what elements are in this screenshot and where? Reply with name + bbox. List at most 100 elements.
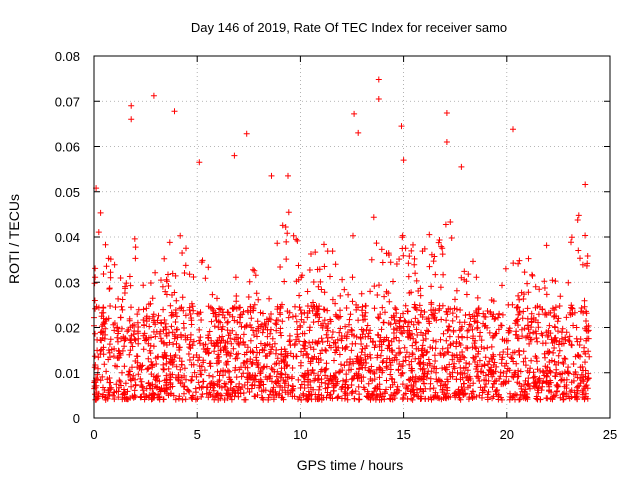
data-point xyxy=(488,343,495,350)
data-point xyxy=(345,291,352,298)
data-point xyxy=(258,394,265,401)
data-point xyxy=(321,306,328,313)
data-point xyxy=(186,341,193,348)
data-point xyxy=(456,327,463,334)
data-point xyxy=(567,388,574,395)
data-point xyxy=(530,329,537,336)
data-point xyxy=(446,333,453,340)
data-point xyxy=(418,375,425,382)
data-point xyxy=(250,307,257,314)
data-point xyxy=(144,366,151,373)
data-point xyxy=(534,366,541,373)
data-point xyxy=(446,323,453,330)
data-point xyxy=(381,396,388,403)
data-point xyxy=(116,350,123,357)
data-point xyxy=(478,368,485,375)
data-point xyxy=(181,365,188,372)
data-point xyxy=(418,307,425,314)
data-point xyxy=(498,322,505,329)
data-point xyxy=(100,305,107,311)
data-point xyxy=(224,338,231,345)
data-point xyxy=(551,393,558,400)
data-point xyxy=(167,379,174,386)
data-point xyxy=(409,374,416,381)
data-point xyxy=(574,338,581,345)
data-point xyxy=(186,357,193,363)
data-point xyxy=(217,340,224,346)
data-point xyxy=(474,325,480,332)
data-point xyxy=(228,340,235,347)
data-point xyxy=(309,367,316,374)
data-point xyxy=(473,309,480,316)
data-point xyxy=(192,385,199,392)
data-point xyxy=(181,372,188,379)
data-point xyxy=(282,371,289,378)
data-point xyxy=(551,338,558,345)
data-point xyxy=(198,393,205,400)
data-point xyxy=(335,393,342,400)
data-point xyxy=(124,328,131,335)
data-point xyxy=(307,378,314,385)
data-point xyxy=(411,255,418,262)
data-point xyxy=(375,76,382,83)
y-tick-label: 0.01 xyxy=(55,366,80,381)
data-point xyxy=(383,363,390,370)
data-point xyxy=(399,381,406,388)
data-point xyxy=(430,385,437,392)
data-point xyxy=(189,342,196,349)
data-point xyxy=(414,389,421,396)
data-point xyxy=(127,282,134,289)
data-point xyxy=(414,332,421,338)
data-point xyxy=(558,377,564,384)
data-point xyxy=(175,372,182,378)
data-point xyxy=(273,327,280,334)
data-point xyxy=(488,297,495,303)
data-point xyxy=(547,368,554,375)
data-point xyxy=(290,232,297,239)
data-point xyxy=(132,255,139,262)
data-point xyxy=(510,260,517,267)
data-point xyxy=(409,365,415,372)
data-point xyxy=(330,339,337,346)
data-point xyxy=(246,278,253,285)
data-point xyxy=(419,388,426,395)
data-point xyxy=(92,330,98,337)
data-point xyxy=(581,348,587,355)
data-point xyxy=(182,312,189,319)
data-point xyxy=(323,365,330,372)
data-point xyxy=(428,251,435,258)
data-point xyxy=(127,347,134,354)
data-point xyxy=(419,366,426,373)
data-point xyxy=(176,344,183,351)
data-point xyxy=(377,311,384,318)
data-point xyxy=(336,351,343,358)
data-point xyxy=(578,371,585,378)
data-point xyxy=(584,335,591,342)
data-point xyxy=(199,383,206,390)
data-point xyxy=(527,385,533,392)
data-point xyxy=(563,385,570,392)
data-point xyxy=(141,322,148,329)
data-point xyxy=(120,390,127,397)
data-point xyxy=(283,238,290,245)
data-point xyxy=(150,319,157,326)
data-point xyxy=(574,374,581,381)
data-point xyxy=(231,152,238,159)
data-point xyxy=(274,240,281,247)
data-point xyxy=(116,377,123,384)
data-point xyxy=(332,349,339,356)
data-point xyxy=(315,283,322,290)
data-point xyxy=(421,380,428,387)
data-point xyxy=(481,376,488,383)
data-point xyxy=(367,288,374,295)
data-point xyxy=(209,373,216,380)
data-point xyxy=(113,381,120,388)
data-point xyxy=(271,340,278,347)
data-point xyxy=(406,361,413,368)
data-point xyxy=(539,383,546,390)
data-point xyxy=(236,341,243,348)
data-point xyxy=(107,303,114,309)
data-point xyxy=(312,391,319,398)
data-point xyxy=(453,287,460,294)
data-point xyxy=(345,384,352,391)
